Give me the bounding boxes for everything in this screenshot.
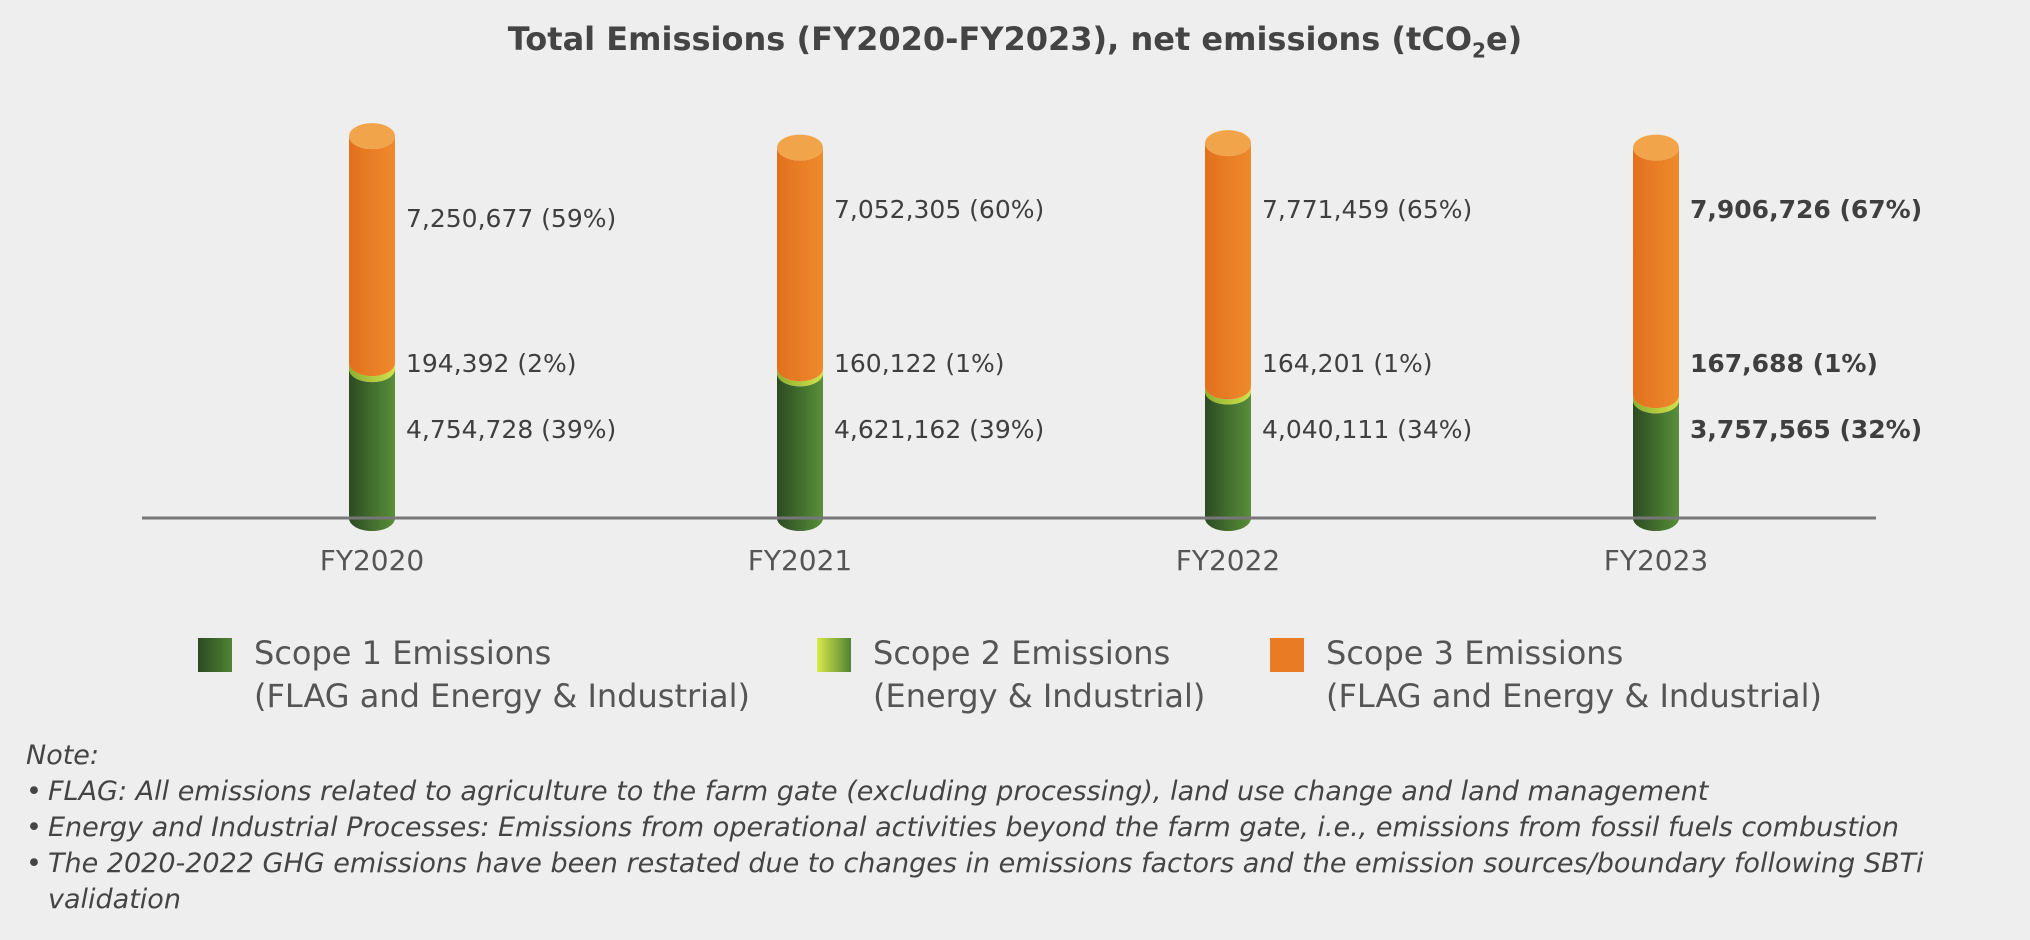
bar-top-FY2023 xyxy=(1633,134,1679,161)
chart-title: Total Emissions (FY2020-FY2023), net emi… xyxy=(507,20,1523,63)
legend-label-scope2: Scope 2 Emissions xyxy=(873,634,1171,672)
note-item-continuation: validation xyxy=(48,884,181,915)
bar-scope2-FY2020 xyxy=(349,363,395,383)
x-tick-label: FY2022 xyxy=(1176,544,1280,577)
x-tick-label: FY2021 xyxy=(748,544,852,577)
bar-scope3-FY2023 xyxy=(1633,147,1679,409)
data-label-scope2: 164,201 (1%) xyxy=(1262,349,1433,378)
data-label-scope2: 167,688 (1%) xyxy=(1690,349,1878,378)
note-item: Energy and Industrial Processes: Emissio… xyxy=(26,810,1924,846)
x-tick-label: FY2020 xyxy=(320,544,424,577)
notes-block: Note: FLAG: All emissions related to agr… xyxy=(26,738,1924,918)
legend-label-scope3: Scope 3 Emissions xyxy=(1326,634,1624,672)
bar-scope2-FY2023 xyxy=(1633,395,1679,414)
legend-swatch-scope3 xyxy=(1270,638,1304,672)
data-label-scope3: 7,250,677 (59%) xyxy=(406,204,616,233)
bar-scope1-FY2021 xyxy=(777,373,823,531)
x-tick-label: FY2023 xyxy=(1604,544,1708,577)
data-label-scope3: 7,771,459 (65%) xyxy=(1262,195,1472,224)
legend-sublabel-scope2: (Energy & Industrial) xyxy=(873,677,1206,715)
data-label-scope3: 7,906,726 (67%) xyxy=(1690,195,1922,224)
legend-swatch-scope2 xyxy=(817,638,851,672)
note-item: The 2020-2022 GHG emissions have been re… xyxy=(26,846,1924,882)
data-label-scope1: 4,040,111 (34%) xyxy=(1262,415,1472,444)
data-label-scope3: 7,052,305 (60%) xyxy=(834,195,1044,224)
bar-scope1-FY2020 xyxy=(349,369,395,531)
bar-top-FY2021 xyxy=(777,134,823,161)
legend-swatch-scope1 xyxy=(198,638,232,672)
legend-sublabel-scope3: (FLAG and Energy & Industrial) xyxy=(1326,677,1823,715)
bar-scope3-FY2021 xyxy=(777,147,823,382)
data-label-scope1: 4,621,162 (39%) xyxy=(834,415,1044,444)
bar-scope3-FY2020 xyxy=(349,136,395,377)
data-label-scope2: 194,392 (2%) xyxy=(406,349,577,378)
data-label-scope1: 4,754,728 (39%) xyxy=(406,415,616,444)
legend-sublabel-scope1: (FLAG and Energy & Industrial) xyxy=(254,677,751,715)
note-item: FLAG: All emissions related to agricultu… xyxy=(26,774,1924,810)
bar-scope2-FY2021 xyxy=(777,368,823,387)
bar-top-FY2020 xyxy=(349,123,395,150)
bar-scope2-FY2022 xyxy=(1205,386,1251,405)
bar-scope3-FY2022 xyxy=(1205,143,1251,400)
bar-top-FY2022 xyxy=(1205,130,1251,157)
data-label-scope2: 160,122 (1%) xyxy=(834,349,1005,378)
chart-plot: FY2020 4,754,728 (39%) 194,392 (2%) 7,250,6… xyxy=(142,123,1922,577)
legend-label-scope1: Scope 1 Emissions xyxy=(254,634,552,672)
data-label-scope1: 3,757,565 (32%) xyxy=(1690,415,1922,444)
bar-scope1-FY2023 xyxy=(1633,400,1679,531)
bar-scope1-FY2022 xyxy=(1205,391,1251,531)
notes-title: Note: xyxy=(26,740,100,771)
